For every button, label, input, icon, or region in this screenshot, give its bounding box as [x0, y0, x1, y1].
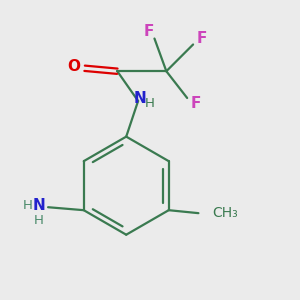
Text: N: N	[33, 198, 46, 213]
Text: H: H	[22, 199, 32, 212]
Text: CH₃: CH₃	[213, 206, 238, 220]
Text: H: H	[145, 97, 155, 110]
Text: F: F	[197, 31, 207, 46]
Text: H: H	[34, 214, 44, 227]
Text: F: F	[144, 24, 154, 39]
Text: N: N	[133, 91, 146, 106]
Text: O: O	[68, 59, 81, 74]
Text: F: F	[191, 96, 201, 111]
